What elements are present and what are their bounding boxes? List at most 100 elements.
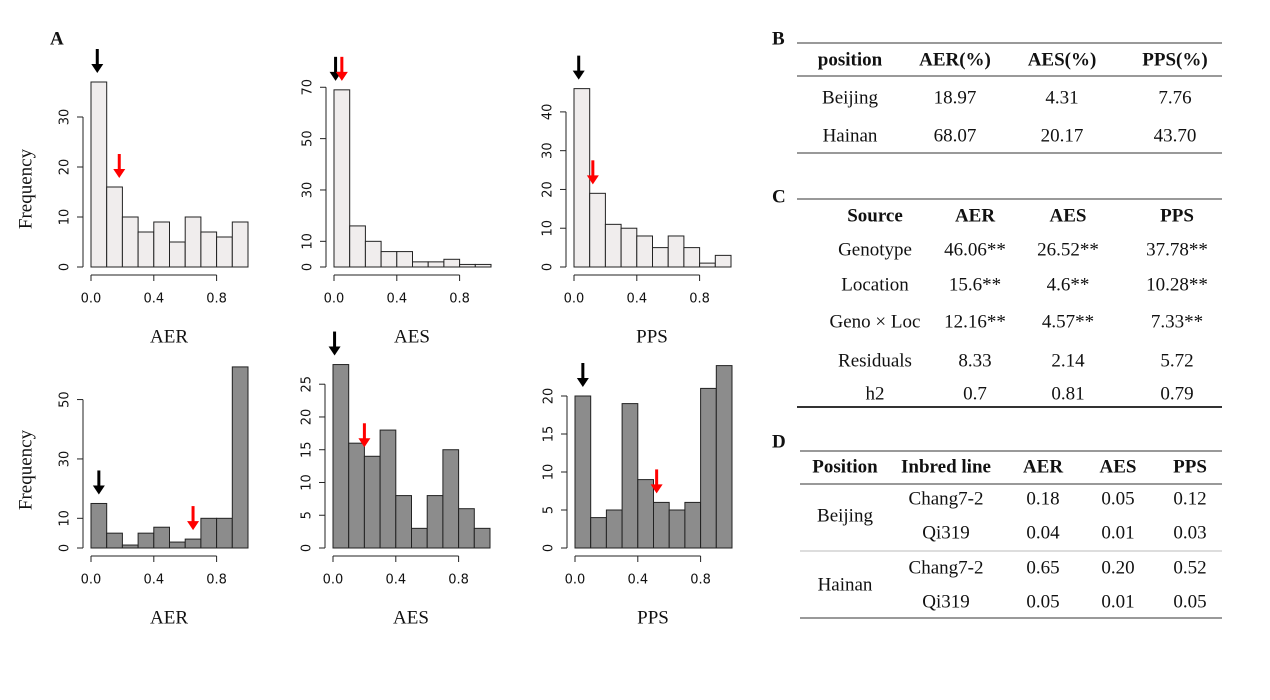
y-tick-label: 30 xyxy=(58,109,73,126)
y-tick-label: 20 xyxy=(541,181,556,198)
y-tick-label: 20 xyxy=(542,388,557,405)
table-cell: Qi319 xyxy=(922,591,970,612)
y-tick-label: 50 xyxy=(58,391,73,408)
bar xyxy=(621,403,639,549)
table-cell: AES(%) xyxy=(1028,49,1097,70)
bar xyxy=(683,247,701,268)
arrow-head xyxy=(113,169,126,178)
table-cell: 0.18 xyxy=(1026,488,1059,509)
x-tick-label: 0.4 xyxy=(627,573,648,588)
table-cell: PPS xyxy=(1160,205,1194,226)
x-tick-label: 0.0 xyxy=(323,573,344,588)
y-axis-label: Frequency xyxy=(15,429,36,510)
x-tick-label: 0.4 xyxy=(386,292,407,307)
arrow-marker xyxy=(335,56,348,81)
bar xyxy=(349,225,366,268)
table-cell: 0.04 xyxy=(1026,522,1060,543)
x-axis-label: PPS xyxy=(637,607,669,628)
table-cell: Hainan xyxy=(823,125,878,146)
table-cell: AER xyxy=(1023,456,1063,477)
y-tick-label: 15 xyxy=(300,441,315,458)
table-cell: Geno × Loc xyxy=(830,311,921,332)
arrow-marker xyxy=(91,49,104,73)
table-cell: PPS xyxy=(1173,456,1207,477)
table-cell: 0.20 xyxy=(1101,557,1134,578)
y-tick-label: 25 xyxy=(300,376,315,393)
table-cell: 0.03 xyxy=(1173,522,1206,543)
table-cell: PPS(%) xyxy=(1142,49,1207,70)
bar xyxy=(395,495,412,549)
y-tick-label: 10 xyxy=(301,233,316,250)
x-tick-label: 0.4 xyxy=(143,573,164,588)
table-cell: h2 xyxy=(866,383,885,404)
x-axis-label: AES xyxy=(393,607,429,628)
panel-label: B xyxy=(772,28,785,49)
bar xyxy=(458,508,475,549)
table-cell: AER xyxy=(955,205,995,226)
bar xyxy=(364,240,382,268)
table-cell: 0.05 xyxy=(1026,591,1059,612)
table-cell: 8.33 xyxy=(958,350,991,371)
panel-label: A xyxy=(50,28,64,49)
x-tick-label: 0.8 xyxy=(206,573,227,588)
table-cell: Position xyxy=(812,456,878,477)
bar xyxy=(652,247,669,268)
bar xyxy=(231,221,249,268)
arrow-marker xyxy=(328,331,341,356)
y-tick-label: 30 xyxy=(58,451,73,468)
y-tick-label: 0 xyxy=(58,544,73,552)
table-cell: 0.12 xyxy=(1173,488,1206,509)
bar xyxy=(700,387,717,549)
x-tick-label: 0.8 xyxy=(448,573,469,588)
table-cell: 0.7 xyxy=(963,383,987,404)
panel-label: C xyxy=(772,186,786,207)
bar xyxy=(604,223,622,268)
bar xyxy=(473,527,491,549)
arrow-head xyxy=(91,64,104,73)
bar xyxy=(590,517,607,549)
x-tick-label: 0.0 xyxy=(81,292,102,307)
table-cell: 0.79 xyxy=(1160,383,1193,404)
bar xyxy=(636,235,653,268)
table-cell: 43.70 xyxy=(1154,125,1197,146)
table-cell: Source xyxy=(847,205,903,226)
arrow-head xyxy=(335,71,348,81)
x-tick-label: 0.0 xyxy=(324,292,345,307)
bar xyxy=(574,395,592,549)
x-tick-label: 0.4 xyxy=(626,292,647,307)
bar xyxy=(200,517,218,549)
table-cell: 2.14 xyxy=(1051,350,1085,371)
bar xyxy=(427,261,445,268)
y-tick-label: 0 xyxy=(58,263,73,271)
y-tick-label: 20 xyxy=(300,409,315,426)
y-tick-label: 10 xyxy=(300,474,315,491)
bar xyxy=(620,227,638,268)
table-cell: Chang7-2 xyxy=(909,557,984,578)
y-tick-label: 30 xyxy=(301,182,316,199)
table-cell: AES xyxy=(1050,205,1087,226)
y-tick-label: 40 xyxy=(541,104,556,121)
bar xyxy=(715,365,733,549)
bar xyxy=(184,538,202,549)
bar xyxy=(379,429,397,549)
x-tick-label: 0.0 xyxy=(81,573,102,588)
table-cell: Inbred line xyxy=(901,456,991,477)
table-cell: 4.6** xyxy=(1047,274,1090,295)
bar xyxy=(637,479,654,549)
bar xyxy=(668,509,686,549)
table-cell: AES xyxy=(1100,456,1137,477)
bar xyxy=(443,258,461,268)
y-tick-label: 70 xyxy=(301,79,316,96)
x-axis-label: AER xyxy=(150,607,188,628)
table-cell: position xyxy=(818,49,883,70)
bar xyxy=(332,364,350,549)
bar xyxy=(396,251,413,268)
table-cell: 10.28** xyxy=(1146,274,1208,295)
bar xyxy=(699,262,716,268)
bar xyxy=(153,526,171,549)
bar xyxy=(121,544,139,549)
bar xyxy=(169,541,186,549)
table-cell: 26.52** xyxy=(1037,239,1099,260)
bar xyxy=(380,251,398,268)
arrow-marker xyxy=(358,423,371,448)
